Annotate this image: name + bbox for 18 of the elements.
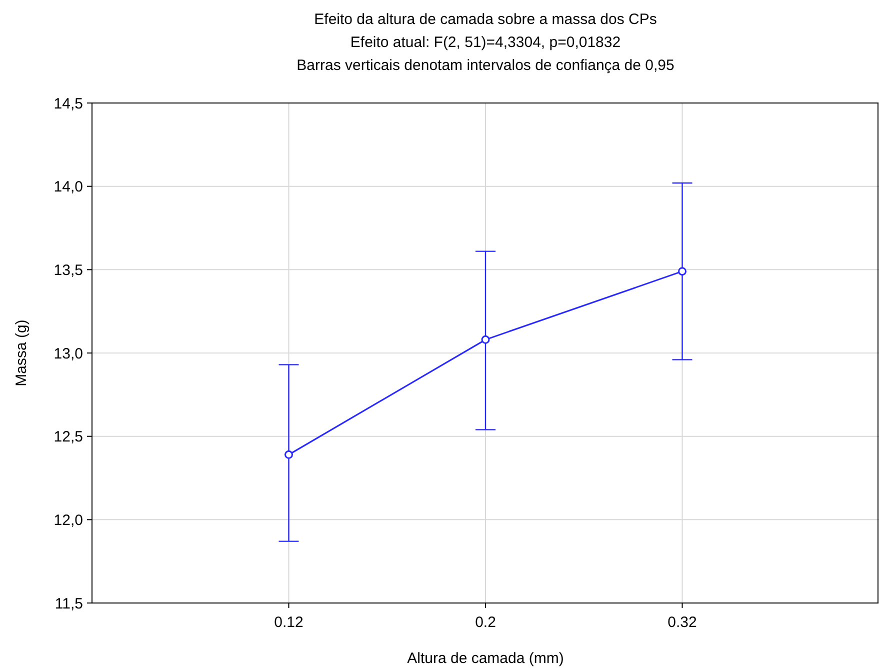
point	[284, 450, 293, 459]
point	[678, 267, 686, 276]
chart-subtitle: Efeito atual: F(2, 51)=4,3304, p=0,01832	[350, 34, 621, 51]
x-tick-label: 0.32	[668, 614, 697, 631]
y-tick-label: 14,5	[54, 95, 83, 112]
x-tick-label: 0.12	[274, 614, 304, 631]
y-axis-title: Massa (g)	[13, 320, 30, 386]
y-tick-label: 12,0	[54, 512, 83, 529]
y-tick-label: 13,5	[54, 262, 83, 279]
text: Barras verticais denotam intervalos de confiança de 0,95	[296, 57, 674, 74]
x-tick-label: 0.2	[475, 614, 496, 631]
y-tick-label: 11,5	[54, 595, 83, 612]
chart-title: Efeito da altura de camada sobre a massa dos CPs	[314, 11, 657, 28]
y-tick-label: 12,5	[54, 428, 83, 446]
y-tick-label: 14,0	[54, 178, 83, 196]
x-axis-title: Altura de camada (mm)	[407, 650, 564, 667]
point	[481, 335, 490, 344]
y-tick-label: 13,0	[54, 345, 83, 362]
